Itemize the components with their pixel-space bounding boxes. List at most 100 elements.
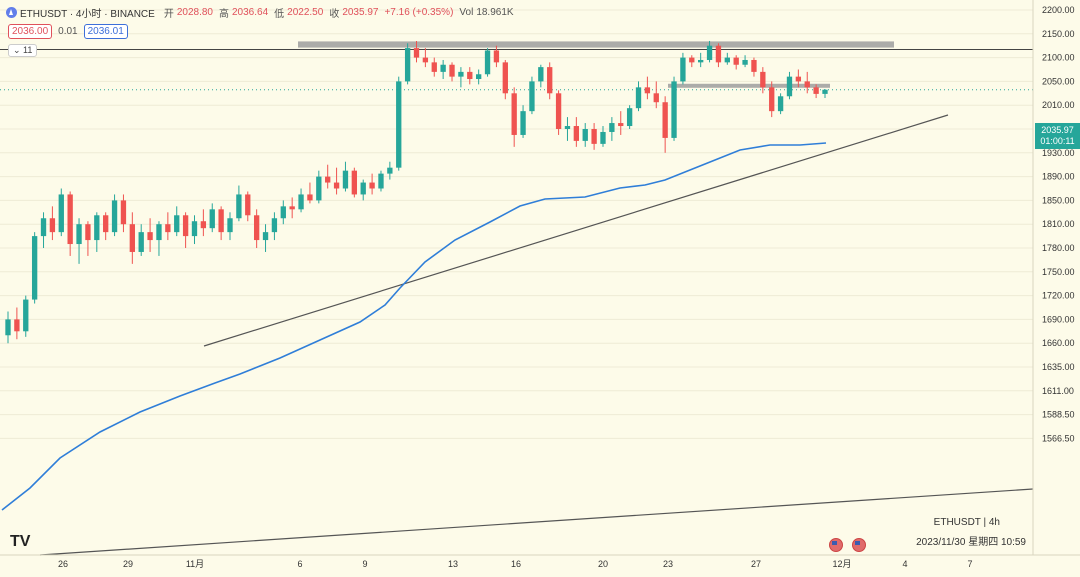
- candle[interactable]: [138, 224, 144, 256]
- candle[interactable]: [245, 191, 251, 222]
- candle[interactable]: [307, 182, 313, 204]
- candle[interactable]: [271, 212, 278, 241]
- candle[interactable]: [58, 188, 64, 237]
- candle[interactable]: [635, 81, 642, 112]
- candle[interactable]: [111, 194, 118, 237]
- candle[interactable]: [342, 161, 349, 192]
- candle[interactable]: [689, 55, 695, 68]
- candle[interactable]: [209, 203, 215, 233]
- candle[interactable]: [706, 40, 713, 63]
- us-flag-event-icon[interactable]: [852, 538, 866, 552]
- candle[interactable]: [582, 123, 588, 147]
- us-flag-event-icon[interactable]: [829, 538, 843, 552]
- candle[interactable]: [795, 69, 802, 88]
- candle[interactable]: [609, 117, 615, 141]
- candle[interactable]: [591, 123, 597, 150]
- candle[interactable]: [31, 232, 38, 304]
- candle[interactable]: [378, 170, 384, 192]
- candle[interactable]: [529, 76, 535, 115]
- candle[interactable]: [280, 200, 286, 225]
- candle[interactable]: [777, 93, 784, 115]
- candle[interactable]: [751, 57, 757, 77]
- candle[interactable]: [413, 40, 420, 63]
- candle[interactable]: [502, 59, 508, 100]
- indicators-toggle[interactable]: ⌄ 11: [8, 44, 38, 57]
- candle[interactable]: [85, 221, 91, 256]
- candle[interactable]: [458, 67, 464, 88]
- candle[interactable]: [253, 209, 260, 248]
- candle[interactable]: [182, 212, 189, 248]
- candle[interactable]: [227, 212, 233, 241]
- candle[interactable]: [804, 71, 810, 94]
- buy-button[interactable]: 2036.01: [83, 24, 128, 39]
- candle[interactable]: [822, 89, 828, 99]
- candle[interactable]: [644, 76, 651, 100]
- candle[interactable]: [475, 69, 482, 85]
- candle[interactable]: [387, 161, 393, 180]
- candle[interactable]: [742, 55, 748, 68]
- candle[interactable]: [511, 87, 517, 147]
- candle[interactable]: [573, 117, 580, 147]
- candle[interactable]: [813, 84, 819, 99]
- candle[interactable]: [396, 76, 402, 171]
- candle[interactable]: [120, 194, 127, 233]
- candle[interactable]: [422, 48, 429, 68]
- candle[interactable]: [174, 206, 180, 237]
- candle[interactable]: [493, 45, 500, 68]
- candle[interactable]: [680, 52, 686, 85]
- candle[interactable]: [449, 62, 455, 82]
- candle[interactable]: [94, 212, 100, 252]
- tradingview-logo[interactable]: TV: [10, 533, 31, 550]
- candle[interactable]: [404, 43, 411, 85]
- candle[interactable]: [14, 307, 20, 340]
- candle[interactable]: [760, 67, 766, 94]
- candle[interactable]: [564, 117, 571, 141]
- candle[interactable]: [218, 206, 224, 241]
- candle[interactable]: [191, 215, 198, 245]
- candle[interactable]: [653, 81, 659, 109]
- candle[interactable]: [555, 90, 562, 135]
- candle[interactable]: [262, 224, 269, 252]
- candle[interactable]: [733, 55, 739, 70]
- candle[interactable]: [49, 206, 56, 241]
- candle[interactable]: [67, 191, 73, 256]
- candle[interactable]: [165, 212, 171, 241]
- candle[interactable]: [724, 52, 730, 65]
- candle[interactable]: [769, 81, 775, 118]
- candle[interactable]: [698, 52, 704, 68]
- candle[interactable]: [156, 221, 162, 256]
- candle[interactable]: [333, 167, 340, 195]
- candle[interactable]: [5, 311, 11, 344]
- sell-button[interactable]: 2036.00: [8, 24, 53, 39]
- candle[interactable]: [431, 57, 437, 77]
- candle[interactable]: [129, 212, 135, 264]
- candle[interactable]: [298, 188, 304, 213]
- candle[interactable]: [200, 209, 207, 237]
- candle[interactable]: [626, 105, 633, 129]
- candle[interactable]: [440, 59, 446, 80]
- candles-layer[interactable]: [5, 40, 828, 344]
- candle[interactable]: [40, 212, 47, 248]
- candle[interactable]: [316, 170, 322, 204]
- price-axis[interactable]: 2200.002150.002100.002050.002010.001970.…: [1042, 5, 1075, 443]
- candle[interactable]: [23, 295, 29, 337]
- candle[interactable]: [351, 167, 358, 198]
- candle[interactable]: [618, 111, 624, 135]
- candle[interactable]: [538, 64, 544, 88]
- candle[interactable]: [484, 48, 491, 77]
- time-axis[interactable]: 26 29 11月 6 9 13 16 20 23 27 12月 4 7: [58, 559, 973, 569]
- candle[interactable]: [325, 164, 331, 189]
- symbol-header[interactable]: ETHUSDT · 4小时 · BINANCE 开 2028.80 高 2036.6…: [6, 5, 514, 20]
- candle[interactable]: [600, 126, 606, 147]
- candle[interactable]: [715, 43, 722, 68]
- candle[interactable]: [520, 105, 526, 138]
- candle[interactable]: [467, 67, 473, 85]
- symbol-title[interactable]: ETHUSDT · 4小时 · BINANCE: [20, 9, 155, 20]
- candle[interactable]: [360, 179, 366, 201]
- candle[interactable]: [103, 212, 109, 241]
- candle[interactable]: [662, 96, 668, 153]
- candle[interactable]: [547, 62, 553, 100]
- candle[interactable]: [369, 173, 375, 195]
- candle[interactable]: [236, 185, 242, 222]
